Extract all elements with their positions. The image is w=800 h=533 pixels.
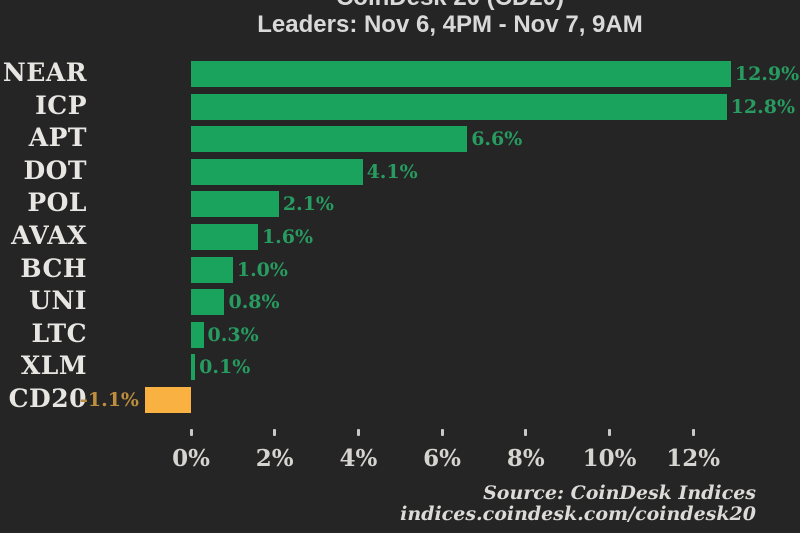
bar-near <box>191 61 731 87</box>
value-label-xlm: 0.1% <box>199 356 251 379</box>
category-label-apt: APT <box>28 123 87 153</box>
source-attribution: Source: CoinDesk Indices indices.coindes… <box>400 483 756 525</box>
bar-dot <box>191 158 363 185</box>
category-label-uni: UNI <box>29 286 87 316</box>
bar-xlm <box>191 354 196 381</box>
axis-tick-12 <box>691 429 695 436</box>
category-label-xlm: XLM <box>20 351 87 381</box>
bar-pol <box>191 191 279 218</box>
category-label-dot: DOT <box>23 155 87 185</box>
value-label-near: 12.9% <box>734 63 800 85</box>
bar-apt <box>191 126 468 153</box>
axis-tick-2 <box>273 429 277 436</box>
bar-bch <box>191 256 233 283</box>
category-label-bch: BCH <box>20 253 87 283</box>
category-label-icp: ICP <box>35 90 87 120</box>
bar-avax <box>191 224 258 250</box>
category-label-ltc: LTC <box>31 318 87 348</box>
value-label-icp: 12.8% <box>730 95 796 118</box>
axis-tick-label-6: 6% <box>423 445 462 472</box>
axis-tick-10 <box>608 429 611 436</box>
category-label-pol: POL <box>27 188 87 218</box>
value-label-dot: 4.1% <box>366 160 418 183</box>
chart-header: CoinDesk 20 (CD20) Leaders: Nov 6, 4PM -… <box>130 0 770 39</box>
axis-tick-8 <box>524 429 528 436</box>
chart-subtitle: Leaders: Nov 6, 4PM - Nov 7, 9AM <box>257 11 643 38</box>
axis-tick-label-4: 4% <box>339 445 378 472</box>
axis-tick-label-10: 10% <box>582 445 637 472</box>
source-url: indices.coindesk.com/coindesk20 <box>400 503 756 525</box>
chart-title: CoinDesk 20 (CD20) <box>130 0 770 11</box>
bar-uni <box>191 289 225 316</box>
category-label-avax: AVAX <box>11 221 87 250</box>
value-label-uni: 0.8% <box>228 291 280 314</box>
bar-icp <box>191 93 727 120</box>
axis-tick-label-0: 0% <box>172 445 210 472</box>
value-label-cd20: -1.1% <box>79 389 139 411</box>
source-line: Source: CoinDesk Indices <box>483 482 756 504</box>
value-label-pol: 2.1% <box>282 193 334 216</box>
bar-cd20 <box>144 387 191 413</box>
category-label-near: NEAR <box>2 58 87 87</box>
bar-ltc <box>191 321 204 348</box>
axis-tick-label-2: 2% <box>255 445 294 472</box>
category-label-cd20: CD20 <box>8 384 87 413</box>
value-label-apt: 6.6% <box>471 128 523 151</box>
axis-tick-0 <box>189 429 193 436</box>
value-label-avax: 1.6% <box>261 226 314 248</box>
axis-tick-6 <box>440 429 444 436</box>
axis-tick-label-8: 8% <box>506 445 545 472</box>
axis-tick-label-12: 12% <box>666 445 721 472</box>
value-label-ltc: 0.3% <box>207 323 259 346</box>
axis-tick-4 <box>356 429 360 436</box>
value-label-bch: 1.0% <box>236 258 288 281</box>
